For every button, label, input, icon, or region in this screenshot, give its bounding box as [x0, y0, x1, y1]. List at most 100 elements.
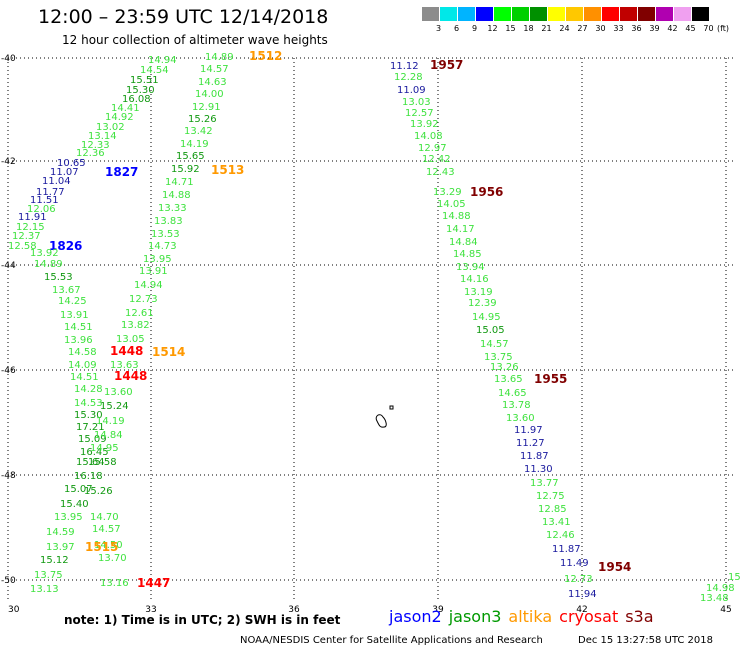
swh-value: 11.77	[36, 187, 65, 198]
pass-time-label: 1954	[598, 560, 631, 574]
swh-value: 13.33	[158, 203, 187, 214]
swh-value: 14.05	[437, 199, 466, 210]
swh-value: 14.63	[198, 77, 227, 88]
pass-time-label: 1956	[470, 185, 503, 199]
satellite-legend: jason2 jason3 altika cryosat s3a	[389, 607, 661, 626]
legend-swatch	[494, 7, 511, 21]
swh-value: 13.95	[143, 254, 172, 265]
pass-time-label: 1513	[211, 163, 244, 177]
legend-swatch	[602, 7, 619, 21]
footnote: note: 1) Time is in UTC; 2) SWH is in fe…	[64, 613, 341, 627]
swh-value: 15.30	[74, 410, 103, 421]
swh-value: 14.08	[414, 131, 443, 142]
swh-value: 12.57	[405, 108, 434, 119]
pass-time-label: 1826	[49, 239, 82, 253]
swh-value: 13.94	[456, 262, 485, 273]
legend-swatch	[512, 7, 529, 21]
swh-value: 12.37	[12, 231, 41, 242]
legend-label: 33	[613, 24, 624, 33]
swh-value: 15.40	[60, 499, 89, 510]
swh-value: 15.58	[88, 457, 117, 468]
swh-value: 12.42	[422, 154, 451, 165]
satellite-s3a: s3a	[625, 607, 654, 626]
swh-value: 13.96	[64, 335, 93, 346]
lon-tick-label: 42	[576, 605, 587, 615]
legend-swatch	[476, 7, 493, 21]
swh-value: 14.00	[195, 89, 224, 100]
swh-value: 15.26	[84, 486, 113, 497]
legend-label: 39	[649, 24, 660, 33]
legend-swatch	[584, 7, 601, 21]
lon-tick-label: 39	[432, 605, 444, 615]
swh-value: 14.89	[205, 52, 234, 63]
swh-value: 15.24	[100, 401, 129, 412]
swh-value: 11.94	[568, 589, 597, 600]
swh-value: 12.36	[76, 148, 105, 159]
pass-time-label: 1448	[110, 344, 143, 358]
pass-time-label: 1957	[430, 58, 463, 72]
swh-value: 13.97	[46, 542, 75, 553]
swh-value: 13.26	[490, 362, 519, 373]
swh-value: 13.91	[139, 266, 168, 277]
swh-value: 13.63	[110, 360, 139, 371]
pass-time-label: 1448	[114, 369, 147, 383]
legend-label: 12	[487, 24, 498, 33]
swh-value: 14.54	[140, 65, 169, 76]
swh-value: 12.91	[192, 102, 221, 113]
swh-value: 13.82	[121, 320, 150, 331]
swh-value: 15.12	[40, 555, 69, 566]
satellite-altika: altika	[508, 607, 553, 626]
color-legend: 3 6 9 12 15 18 21 24 27 30 33 36 39 42 45 70 (ft)	[422, 7, 737, 35]
swh-value: 13.13	[30, 584, 59, 595]
legend-label: 15	[505, 24, 516, 33]
swh-value: 14.92	[105, 112, 134, 123]
track-group: 14.9414.5415.5115.3016.0814.4114.9213.02…	[8, 55, 177, 253]
swh-value: 14.41	[111, 103, 140, 114]
swh-value: 14.09	[68, 360, 97, 371]
swh-value: 12.33	[81, 140, 110, 151]
swh-value: 13.16	[100, 578, 129, 589]
swh-value: 14.59	[46, 527, 75, 538]
swh-value: 14.57	[92, 524, 121, 535]
lat-tick-label: -44	[1, 261, 16, 271]
track-group: 13.9214.8915.5313.6714.2513.9114.5113.96…	[30, 248, 170, 595]
legend-label: 70	[703, 24, 714, 33]
swh-value: 12.39	[468, 298, 497, 309]
track-group: 14.8914.5714.6314.0012.9115.2613.4214.19…	[84, 49, 282, 589]
swh-value: 13.03	[402, 97, 431, 108]
swh-value: 14.57	[200, 64, 229, 75]
swh-value: 15.26	[188, 114, 217, 125]
legend-label: 6	[453, 24, 460, 33]
map-axes: 30 33 36 39 42 45 -40 -42 -44 -46 -48 -50	[1, 54, 732, 615]
swh-value: 12.97	[418, 143, 447, 154]
legend-label: 18	[523, 24, 534, 33]
swh-value: 14.70	[90, 512, 119, 523]
swh-value: 14.58	[68, 347, 97, 358]
swh-value: 11.51	[30, 195, 59, 206]
swh-value: 12.15	[16, 222, 45, 233]
swh-value: 12.85	[538, 504, 567, 515]
swh-value: 14.98	[706, 583, 735, 594]
swh-value: 13.83	[154, 216, 183, 227]
swh-value: 14.71	[165, 177, 194, 188]
legend-swatch	[674, 7, 691, 21]
swh-value: 13.29	[433, 187, 462, 198]
swh-value: 14.51	[70, 372, 99, 383]
legend-swatch	[530, 7, 547, 21]
swh-value: 16.18	[74, 471, 103, 482]
swh-value: 13.95	[54, 512, 83, 523]
legend-swatch	[692, 7, 709, 21]
islands	[375, 405, 394, 428]
swh-value: 14.88	[442, 211, 471, 222]
swh-value: 12.73	[564, 574, 593, 585]
swh-value: 14.65	[498, 388, 527, 399]
swh-value: 14.94	[148, 55, 177, 66]
swh-value: 13.78	[502, 400, 531, 411]
swh-value: 13.75	[34, 570, 63, 581]
lon-tick-label: 33	[145, 605, 156, 615]
satellite-jason2: jason2	[389, 607, 442, 626]
satellite-cryosat: cryosat	[559, 607, 619, 626]
page-title: 12:00 – 23:59 UTC 12/14/2018	[38, 6, 329, 28]
swh-value: 13.05	[116, 334, 145, 345]
